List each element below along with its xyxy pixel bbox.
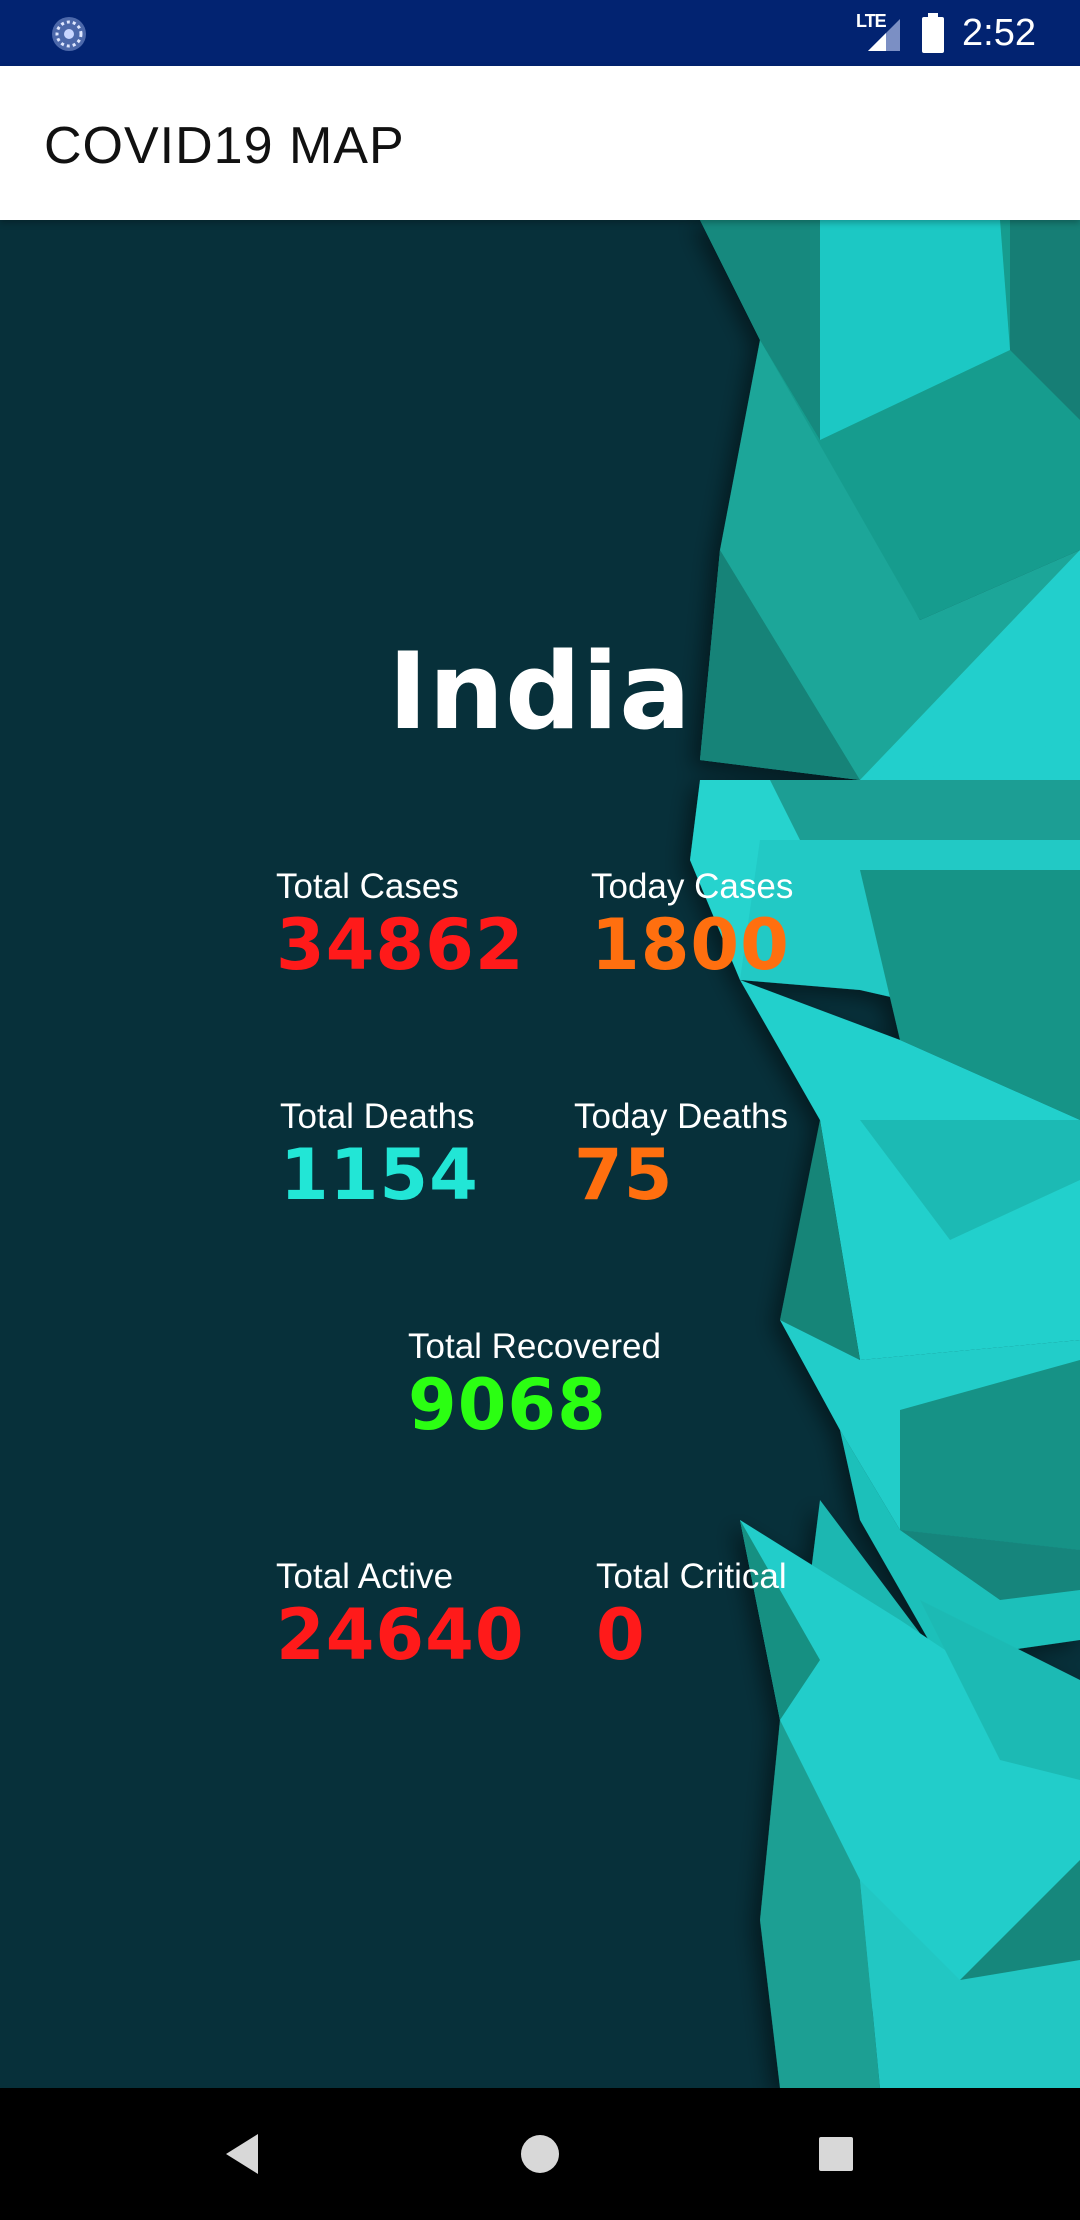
stat-total-cases: Total Cases 34862 — [276, 867, 525, 983]
stat-value: 34862 — [276, 904, 525, 986]
stat-value: 0 — [596, 1594, 646, 1676]
recents-icon[interactable] — [800, 2118, 872, 2190]
stat-total-active: Total Active 24640 — [276, 1557, 525, 1673]
stat-label: Total Critical — [596, 1557, 787, 1596]
stat-label: Total Recovered — [408, 1327, 661, 1366]
app-bar: COVID19 MAP — [0, 66, 1080, 220]
system-nav-bar — [0, 2088, 1080, 2220]
home-icon[interactable] — [504, 2118, 576, 2190]
stat-label: Today Cases — [591, 867, 794, 906]
background-geometric-art — [690, 220, 1080, 2088]
stat-total-recovered: Total Recovered 9068 — [408, 1327, 661, 1443]
stat-value: 1154 — [280, 1134, 479, 1216]
stat-total-critical: Total Critical 0 — [596, 1557, 787, 1673]
stat-label: Total Active — [276, 1557, 454, 1596]
stat-label: Total Cases — [276, 867, 459, 906]
stat-today-deaths: Today Deaths 75 — [574, 1097, 788, 1213]
stat-label: Today Deaths — [574, 1097, 789, 1136]
clock: 2:52 — [962, 11, 1036, 54]
network-type-label: LTE — [856, 11, 887, 31]
stat-today-cases: Today Cases 1800 — [591, 867, 793, 983]
stat-value: 24640 — [276, 1594, 525, 1676]
stat-value: 1800 — [591, 904, 790, 986]
stat-value: 75 — [574, 1134, 674, 1216]
stats-screen: India Total Cases 34862 Today Cases 1800… — [0, 220, 1080, 2088]
app-title: COVID19 MAP — [44, 117, 405, 175]
lte-signal-icon: LTE — [856, 11, 904, 55]
country-name: India — [388, 630, 692, 753]
app-notification-icon — [52, 17, 86, 51]
stat-label: Total Deaths — [280, 1097, 475, 1136]
stat-value: 9068 — [408, 1364, 607, 1446]
battery-icon — [922, 13, 945, 53]
back-icon[interactable] — [206, 2118, 278, 2190]
status-bar: LTE 2:52 — [0, 0, 1080, 66]
stat-total-deaths: Total Deaths 1154 — [280, 1097, 479, 1213]
